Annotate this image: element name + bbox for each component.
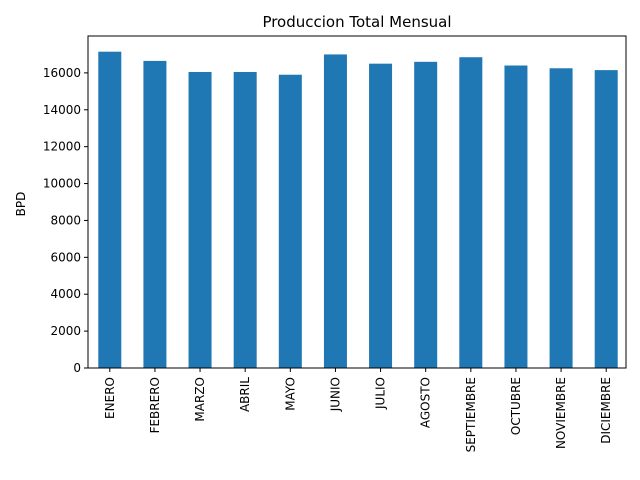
bar-julio (369, 63, 393, 369)
y-axis-label: BPD (14, 192, 28, 217)
bar-junio (323, 54, 347, 368)
x-tick-label: ABRIL (238, 377, 252, 412)
x-tick-label: JULIO (374, 377, 388, 410)
y-tick-label: 2000 (50, 324, 81, 338)
x-tick-label: AGOSTO (419, 377, 433, 428)
x-tick-label: SEPTIEMBRE (464, 377, 478, 452)
x-tick-label: MARZO (193, 377, 207, 422)
x-tick-label: MAYO (283, 377, 297, 411)
bar-enero (98, 51, 122, 369)
bar-agosto (414, 61, 438, 368)
bar-marzo (188, 71, 212, 368)
y-tick-label: 10000 (43, 177, 81, 191)
bar-mayo (278, 74, 302, 368)
x-tick-label: DICIEMBRE (599, 377, 613, 444)
y-tick-label: 6000 (50, 250, 81, 264)
x-tick-label: NOVIEMBRE (554, 377, 568, 449)
y-tick-label: 0 (73, 361, 81, 375)
bar-noviembre (549, 68, 573, 368)
plot-frame (87, 35, 627, 369)
x-tick-label: FEBRERO (148, 377, 162, 433)
x-tick-label: JUNIO (328, 377, 342, 412)
y-tick-label: 4000 (50, 287, 81, 301)
x-tick-label: OCTUBRE (509, 377, 523, 435)
y-tick-label: 14000 (43, 103, 81, 117)
bars-group (98, 51, 618, 369)
y-axis-ticks: 0 2000 4000 6000 8000 10000 12000 14000 16000 (43, 66, 88, 375)
y-tick-label: 16000 (43, 66, 81, 80)
x-tick-label: ENERO (103, 377, 117, 419)
bar-febrero (143, 60, 167, 369)
chart-title: Produccion Total Mensual (262, 13, 451, 31)
bar-octubre (504, 65, 528, 368)
y-tick-label: 12000 (43, 140, 81, 154)
bar-diciembre (594, 70, 618, 369)
y-tick-label: 8000 (50, 213, 81, 227)
bar-septiembre (459, 57, 483, 369)
bar-abril (233, 71, 257, 368)
x-axis-ticks: ENERO FEBRERO MARZO ABRIL MAYO JUNIO JULIO AGOS… (103, 368, 613, 452)
